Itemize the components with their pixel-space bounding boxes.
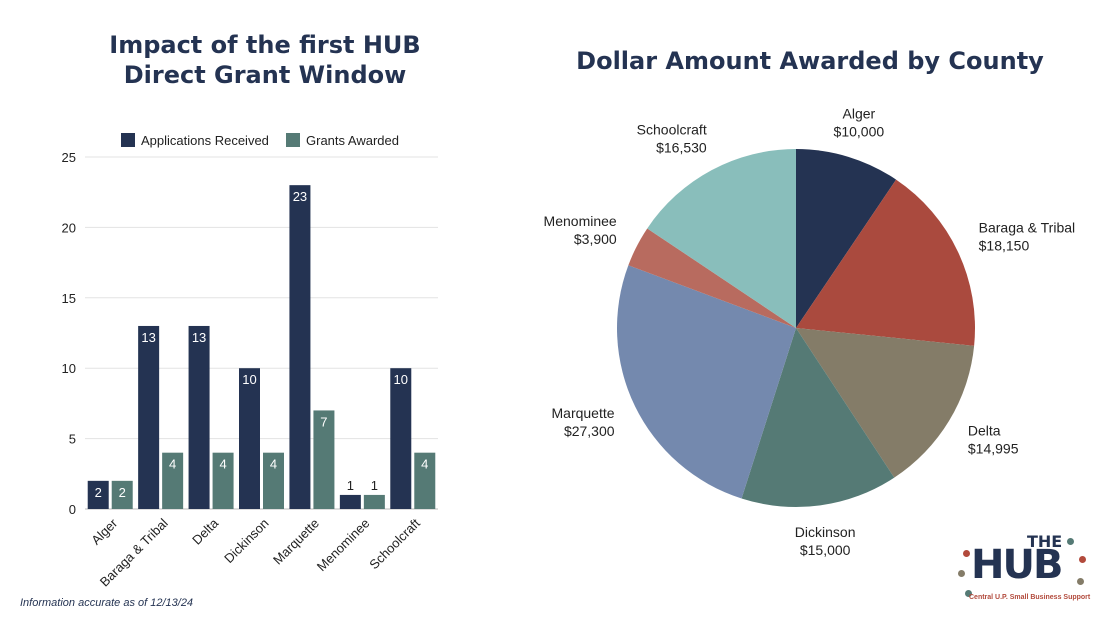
bar-data-label: 10 [242, 372, 256, 387]
pie-slice [628, 228, 796, 328]
logo-dot-icon [965, 590, 972, 597]
pie-slice-value: $14,995 [968, 440, 1019, 456]
pie-slice-label: Alger [843, 105, 876, 121]
bar-data-label: 2 [119, 485, 126, 500]
pie-slice-value: $18,150 [979, 238, 1030, 254]
bar [111, 480, 133, 509]
bar [188, 325, 210, 509]
bar-data-label: 2 [95, 485, 102, 500]
logo-tagline: Central U.P. Small Business Support [969, 594, 1091, 601]
logo-dot-icon [963, 550, 970, 557]
pie-chart-title: Dollar Amount Awarded by County [576, 47, 1044, 75]
bar-data-label: 4 [169, 457, 176, 472]
pie-slice-label: Schoolcraft [637, 121, 707, 137]
bar-chart-title: Impact of the first HUB Direct Grant Win… [60, 30, 470, 90]
pie-slice [647, 149, 796, 328]
logo-dot-icon [1077, 578, 1084, 585]
pie-slice [796, 179, 976, 346]
bar-data-label: 13 [192, 330, 206, 345]
y-tick-label: 10 [62, 361, 76, 376]
bar-data-label: 7 [320, 414, 327, 429]
logo-dot-icon [1079, 556, 1086, 563]
pie-slice [741, 328, 895, 507]
bar-data-label: 10 [394, 372, 408, 387]
pie-slice-label: Menominee [544, 213, 617, 229]
pie-slice-value: $15,000 [800, 542, 851, 558]
logo-dot-icon [958, 570, 965, 577]
bar [289, 185, 311, 509]
hub-logo: THE HUB Central U.P. Small Business Supp… [955, 532, 1095, 612]
legend-swatch [286, 133, 300, 147]
bar [162, 452, 184, 509]
pie-slice-label: Marquette [552, 405, 615, 421]
y-tick-label: 5 [69, 432, 76, 447]
pie-slice-value: $3,900 [574, 231, 617, 247]
bar [263, 452, 284, 509]
bar [239, 368, 260, 509]
y-tick-label: 20 [62, 220, 76, 235]
pie-slice-label: Delta [968, 422, 1001, 438]
bar [87, 480, 109, 509]
bar-chart: 0 5 10 15 20 25 Applications Received Grants Aw… [62, 133, 438, 589]
logo-hub-text: HUB [971, 542, 1063, 588]
y-tick-label: 25 [62, 150, 76, 165]
bar [339, 494, 361, 509]
pie-slice-value: $10,000 [834, 123, 885, 139]
legend-label: Applications Received [141, 133, 269, 148]
logo-dot-icon [1067, 538, 1074, 545]
bar [414, 452, 436, 509]
bar-data-label: 13 [141, 330, 155, 345]
y-tick-label: 15 [62, 291, 76, 306]
pie-slice-label: Dickinson [795, 524, 856, 540]
bar-chart-title-line-1: Impact of the first HUB [109, 31, 421, 59]
bar-data-label: 4 [270, 457, 277, 472]
legend-label: Grants Awarded [306, 133, 399, 148]
bar [390, 368, 412, 509]
legend-swatch [121, 133, 135, 147]
logo-the-text: THE [1027, 532, 1063, 551]
pie-slice-label: Baraga & Tribal [979, 220, 1076, 236]
bar-data-label: 1 [347, 478, 354, 493]
pie-slice [616, 265, 796, 499]
y-tick-label: 0 [69, 502, 76, 517]
bar [363, 494, 385, 509]
pie-slice [796, 149, 897, 328]
footnote: Information accurate as of 12/13/24 [20, 597, 194, 609]
bar-data-label: 23 [293, 189, 307, 204]
bar-data-label: 4 [219, 457, 226, 472]
bar-data-label: 1 [371, 478, 378, 493]
bar-data-label: 4 [421, 457, 428, 472]
pie-slice [796, 328, 975, 478]
bar-chart-title-line-2: Direct Grant Window [123, 61, 407, 89]
bar [138, 325, 160, 509]
pie-slice-value: $27,300 [564, 423, 615, 439]
bar [212, 452, 234, 509]
bar [313, 410, 335, 509]
pie-slice-value: $16,530 [656, 139, 707, 155]
